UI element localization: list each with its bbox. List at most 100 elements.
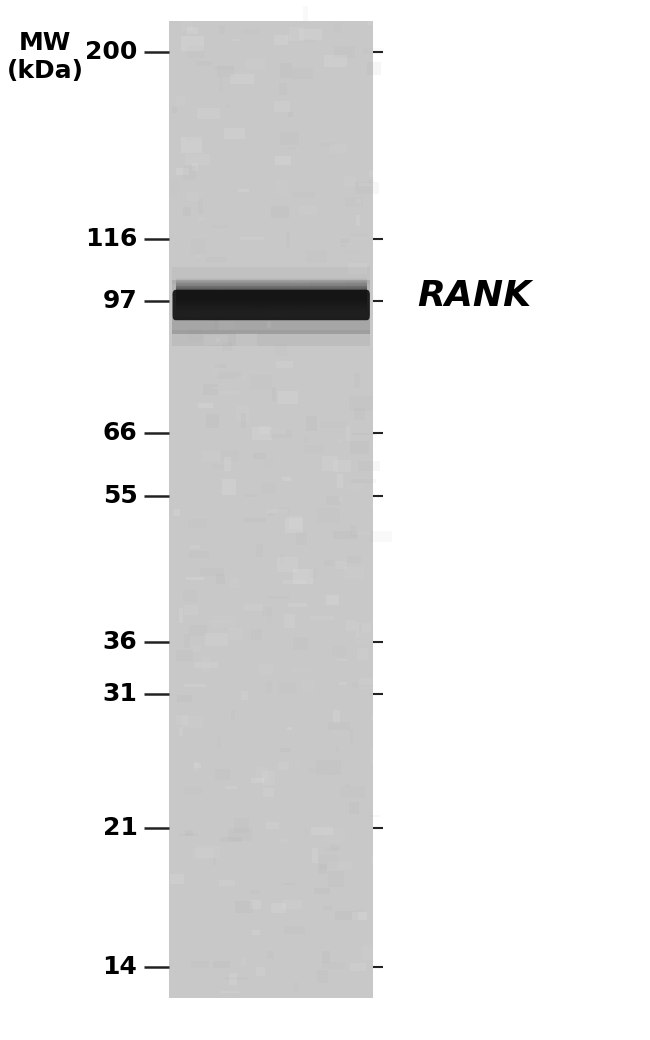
Bar [280, 748, 291, 752]
Bar [179, 727, 183, 735]
Bar [233, 38, 240, 41]
Bar [289, 111, 292, 118]
Bar [184, 684, 206, 686]
Bar [274, 344, 287, 356]
Bar [324, 560, 334, 566]
Bar [322, 456, 338, 471]
Bar [204, 335, 228, 344]
Bar [346, 280, 366, 287]
Bar [294, 983, 298, 991]
Text: MW
(kDa): MW (kDa) [6, 31, 84, 83]
Bar [359, 678, 376, 685]
Bar [218, 880, 235, 886]
Bar [250, 900, 261, 909]
Bar [184, 787, 202, 795]
Text: 55: 55 [103, 485, 137, 509]
Bar [231, 296, 235, 306]
Bar [170, 182, 179, 197]
Bar [253, 452, 266, 459]
Bar [268, 596, 289, 599]
Bar [339, 682, 347, 684]
Bar [356, 622, 359, 636]
Bar [221, 991, 239, 993]
Bar [176, 279, 367, 313]
Bar [362, 623, 371, 633]
Bar [262, 484, 276, 494]
Bar [200, 568, 224, 576]
Bar [321, 421, 346, 428]
Bar [176, 714, 188, 725]
Bar [335, 911, 358, 920]
Bar [187, 27, 198, 34]
Text: 116: 116 [85, 228, 137, 252]
Bar [370, 530, 392, 542]
Bar [299, 293, 303, 308]
Bar [304, 828, 308, 839]
Bar [206, 414, 219, 428]
Bar [371, 713, 383, 721]
Bar [271, 904, 286, 913]
Bar [341, 251, 359, 255]
Bar [244, 518, 266, 521]
Bar [332, 309, 341, 319]
Bar [267, 509, 287, 513]
Text: RANK: RANK [417, 279, 532, 313]
Bar [219, 77, 224, 93]
Bar [217, 372, 240, 379]
Bar [346, 620, 356, 631]
Bar [211, 616, 235, 628]
Bar [283, 580, 306, 583]
Bar [278, 506, 290, 513]
Bar [176, 291, 367, 301]
Bar [326, 595, 339, 605]
Bar [176, 284, 367, 308]
Bar [308, 769, 321, 773]
Bar [317, 969, 328, 983]
Bar [267, 321, 270, 328]
Bar [337, 658, 348, 661]
Bar [198, 402, 213, 408]
Bar [183, 207, 192, 216]
Bar [176, 286, 367, 306]
Bar [354, 373, 359, 388]
Bar [272, 430, 286, 435]
Bar [213, 858, 216, 865]
Bar [268, 513, 272, 517]
Bar [277, 556, 298, 572]
Bar [276, 180, 289, 194]
Bar [194, 763, 202, 768]
Bar [196, 847, 220, 858]
Bar [321, 144, 334, 146]
Bar [346, 484, 363, 491]
Bar [345, 198, 363, 207]
Bar [272, 206, 289, 218]
Bar [224, 623, 227, 629]
Bar [280, 63, 292, 78]
Bar [284, 614, 295, 628]
Bar [202, 451, 220, 462]
Bar [211, 225, 227, 228]
Bar [214, 67, 235, 70]
Bar [311, 827, 333, 835]
Bar [216, 574, 225, 584]
Bar [359, 686, 374, 690]
Bar [352, 912, 367, 920]
Bar [341, 239, 349, 243]
Bar [242, 29, 259, 34]
Bar [216, 67, 234, 77]
FancyBboxPatch shape [172, 290, 370, 320]
Bar [210, 318, 231, 320]
Bar [196, 255, 200, 257]
Bar [302, 679, 314, 694]
Bar [310, 617, 334, 620]
Bar [185, 830, 192, 836]
Bar [259, 664, 272, 675]
Text: 31: 31 [103, 681, 137, 705]
Bar [225, 977, 248, 981]
Bar [355, 182, 379, 194]
Bar [304, 6, 307, 22]
Bar [335, 561, 347, 569]
Bar [324, 55, 347, 68]
Bar [292, 638, 307, 650]
Bar [327, 862, 352, 870]
